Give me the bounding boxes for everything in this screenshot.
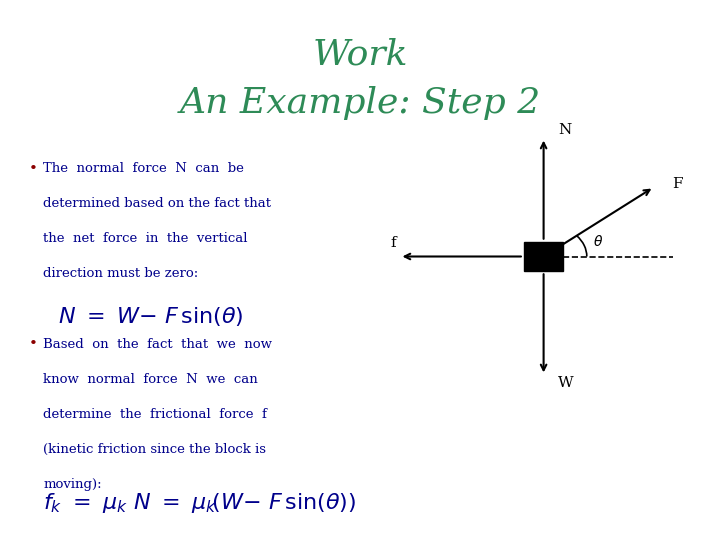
Text: (kinetic friction since the block is: (kinetic friction since the block is [43,443,266,456]
Text: N: N [558,123,571,137]
Text: f: f [390,236,396,250]
Text: determine  the  frictional  force  f: determine the frictional force f [43,408,267,421]
Text: determined based on the fact that: determined based on the fact that [43,197,271,210]
Text: $f_k\ =\ \mu_k\ N\ =\ \mu_k\!\left(W\mathdefault{-}\ F\,\sin(\theta)\right)$: $f_k\ =\ \mu_k\ N\ =\ \mu_k\!\left(W\mat… [43,491,356,515]
Text: the  net  force  in  the  vertical: the net force in the vertical [43,232,248,245]
Text: $N\ =\ W\mathdefault{-}\ F\,\sin(\theta)$: $N\ =\ W\mathdefault{-}\ F\,\sin(\theta)… [58,305,243,328]
Text: An Example: Step 2: An Example: Step 2 [179,86,541,120]
Text: $\theta$: $\theta$ [593,234,603,249]
Text: moving):: moving): [43,478,102,491]
Text: •: • [29,338,37,352]
Text: know  normal  force  N  we  can: know normal force N we can [43,373,258,386]
Text: The  normal  force  N  can  be: The normal force N can be [43,162,244,175]
Text: Based  on  the  fact  that  we  now: Based on the fact that we now [43,338,272,350]
Text: direction must be zero:: direction must be zero: [43,267,199,280]
Text: F: F [672,177,683,191]
Text: •: • [29,162,37,176]
Text: Work: Work [312,38,408,72]
FancyBboxPatch shape [524,241,564,271]
Text: W: W [558,376,574,390]
